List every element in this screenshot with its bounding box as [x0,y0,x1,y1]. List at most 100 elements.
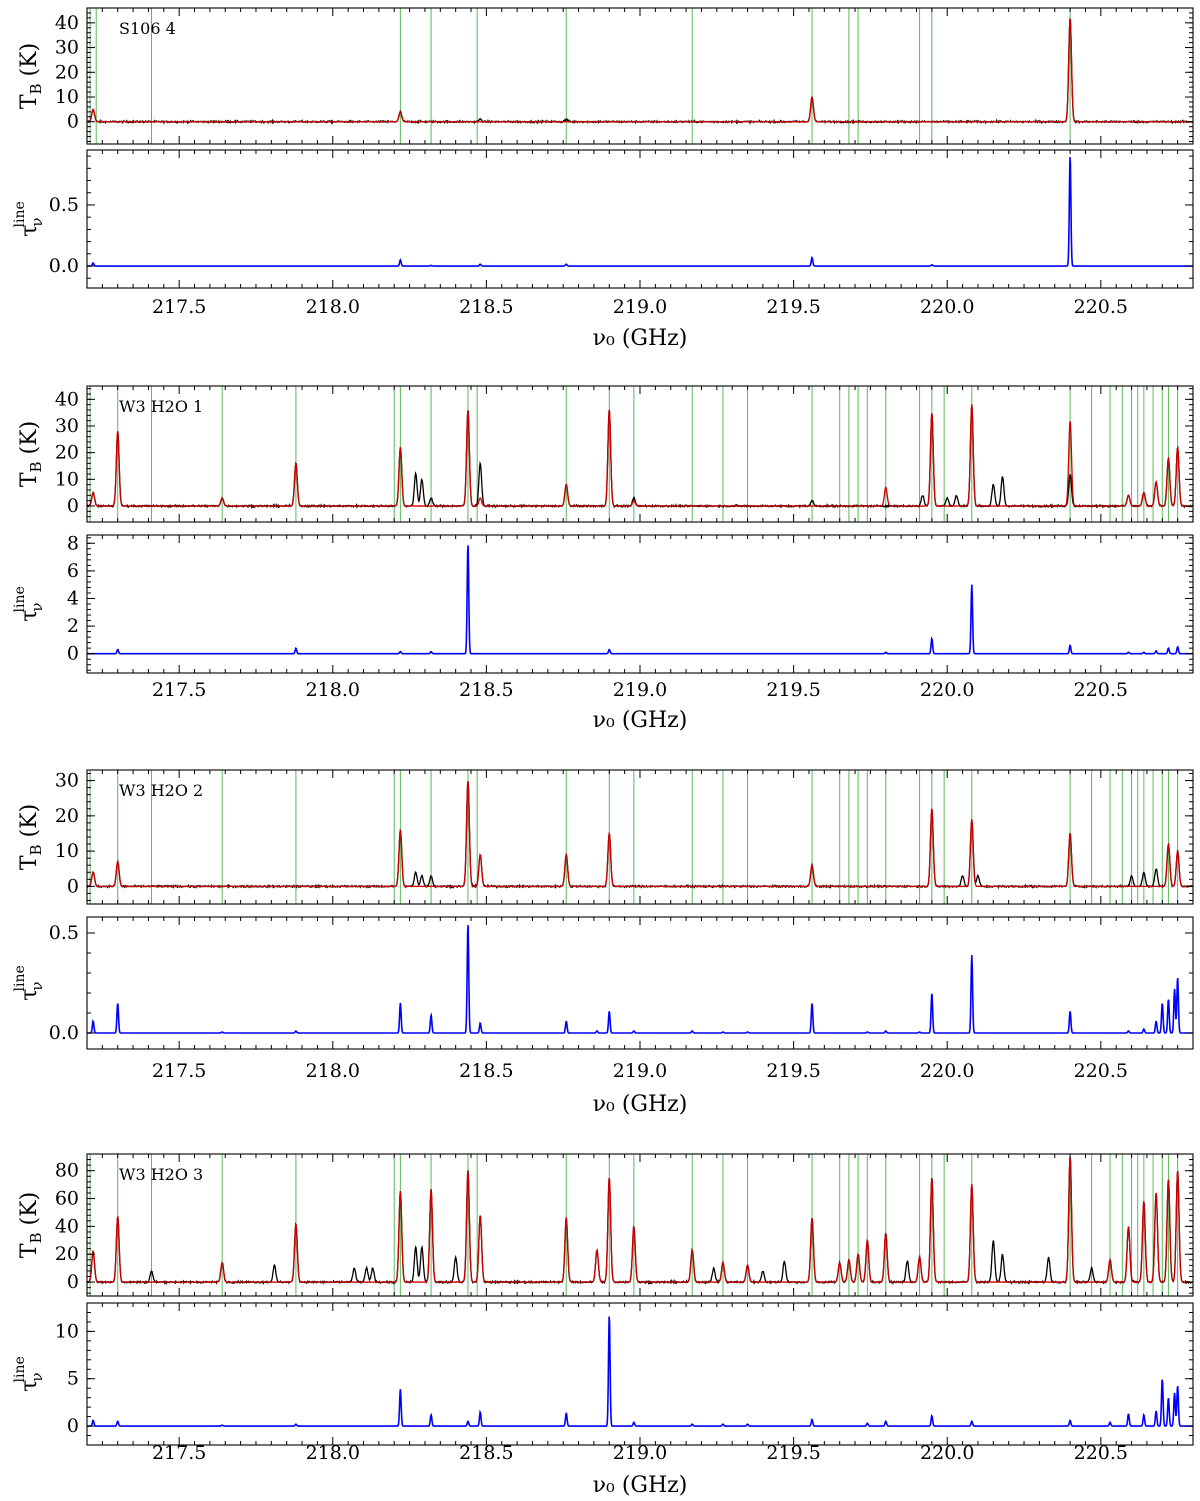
opacity-panel: 0 5 10 τνline [12,1302,1194,1446]
y-axis-label: TB (K) [17,804,45,870]
optical-depth-line [87,545,1193,655]
plot-area [87,157,1193,267]
plot-area [87,1316,1193,1427]
observed-spectrum-line [87,404,1193,510]
y-tick-label: 0.5 [49,194,79,216]
source-label: W3 H2O 1 [119,397,203,416]
y-tick-label: 0 [67,111,79,133]
y-axis-label: τνline [12,1356,46,1392]
y-tick-label: 0 [67,1415,79,1437]
x-tick-label: 220.5 [1074,1060,1128,1082]
panel-frame [86,385,1194,523]
y-tick-label: 30 [55,415,79,437]
y-tick-label: 60 [55,1188,79,1210]
x-tick-label: 220.0 [920,1060,974,1082]
y-tick-label: 0.0 [49,1022,79,1044]
opacity-panel: 0 2 4 6 8 τνline [12,532,1194,674]
x-tick-label: 220.0 [920,296,974,318]
plot-area [87,925,1193,1034]
y-tick-label: 0 [67,875,79,897]
x-tick-label: 219.0 [613,296,667,318]
y-axis-label: TB (K) [17,43,45,109]
source-label: S106 4 [119,19,176,38]
y-axis-label: TB (K) [17,1192,45,1258]
x-tick-label: 219.0 [613,1060,667,1082]
y-axis-label: τνline [12,965,46,1001]
source-label: W3 H2O 3 [119,1165,203,1184]
optical-depth-line [87,1316,1193,1427]
y-tick-label: 40 [55,12,79,34]
x-tick-label: 220.0 [920,1442,974,1464]
y-tick-label: 10 [55,86,79,108]
x-tick-label: 219.0 [613,679,667,701]
y-tick-label: 10 [55,468,79,490]
figure-block-w3-h2o-3: 0 20 40 60 80 TB (K) W3 H2O 3 0 5 10 τνline 217.5 21… [12,1153,1194,1498]
panel-frame [86,7,1194,145]
y-tick-label: 0 [67,643,79,665]
x-tick-label: 219.5 [766,679,820,701]
y-tick-label: 6 [67,560,79,582]
plot-area [87,8,1193,144]
x-tick-label: 217.5 [152,1442,206,1464]
plot-area [87,770,1193,904]
x-axis-label: ν₀ (GHz) [593,708,688,733]
x-tick-label: 218.0 [306,296,360,318]
x-tick-label: 217.5 [152,679,206,701]
y-tick-label: 0 [67,495,79,517]
plot-area [87,545,1193,655]
y-tick-label: 4 [67,587,79,609]
optical-depth-line [87,925,1193,1034]
x-tick-label: 218.0 [306,679,360,701]
panel-frame [86,1153,1194,1297]
y-tick-label: 0 [67,1271,79,1293]
x-axis-label: ν₀ (GHz) [593,326,688,351]
model-spectrum-line [87,1157,1193,1284]
figure-block-w3-h2o-1: 0 10 20 30 40 TB (K) W3 H2O 1 0 2 4 6 8 τνline 217.5 2… [12,385,1194,733]
x-tick-label: 219.0 [613,1442,667,1464]
x-tick-label: 219.5 [766,296,820,318]
model-spectrum-line [87,404,1193,508]
model-spectrum-line [87,18,1193,124]
brightness-panel: 0 10 20 30 TB (K) W3 H2O 2 [17,769,1194,905]
x-tick-label: 220.5 [1074,1442,1128,1464]
y-tick-label: 40 [55,1215,79,1237]
y-tick-label: 30 [55,770,79,792]
x-tick-label: 220.0 [920,679,974,701]
observed-spectrum-line [87,781,1193,890]
x-tick-label: 218.5 [459,296,513,318]
y-tick-label: 0.5 [49,922,79,944]
x-tick-label: 217.5 [152,1060,206,1082]
y-tick-label: 30 [55,37,79,59]
panel-frame [86,916,1194,1050]
observed-spectrum-line [87,18,1193,125]
x-tick-label: 219.5 [766,1060,820,1082]
y-axis-label: τνline [12,586,46,622]
y-tick-label: 20 [55,1243,79,1265]
plot-area [87,1154,1193,1296]
x-tick-label: 217.5 [152,296,206,318]
y-axis-label: TB (K) [17,421,45,487]
y-axis-label: τνline [12,201,46,237]
y-tick-label: 0.0 [49,255,79,277]
panel-frame [86,534,1194,674]
y-tick-label: 20 [55,805,79,827]
y-tick-label: 2 [67,615,79,637]
y-tick-label: 20 [55,61,79,83]
plot-area [87,386,1193,522]
x-tick-label: 218.5 [459,1060,513,1082]
x-axis-label: ν₀ (GHz) [593,1473,688,1498]
y-tick-label: 5 [67,1368,79,1390]
x-tick-label: 220.5 [1074,296,1128,318]
brightness-panel: 0 10 20 30 40 TB (K) W3 H2O 1 [17,385,1194,523]
y-tick-label: 10 [55,1320,79,1342]
y-tick-label: 40 [55,388,79,410]
observed-spectrum-line [87,1156,1193,1286]
x-tick-label: 219.5 [766,1442,820,1464]
x-axis-label: ν₀ (GHz) [593,1092,688,1117]
